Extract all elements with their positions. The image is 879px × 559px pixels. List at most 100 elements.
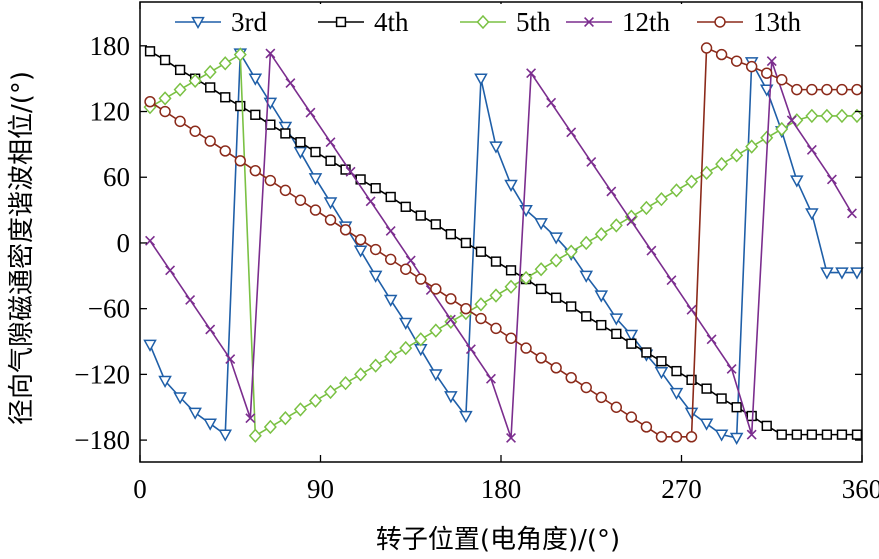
series-12th-point — [786, 115, 797, 126]
series-13th-point — [535, 352, 547, 364]
series-5th-point — [745, 139, 759, 154]
series-4th-point — [535, 283, 547, 295]
series-13th-point — [745, 60, 758, 73]
series-4th-point — [490, 256, 502, 267]
y-tick-label: 0 — [117, 228, 131, 258]
series-4th-point — [791, 429, 802, 440]
series-13th-point — [384, 253, 397, 266]
series-4th-point — [716, 393, 727, 404]
series-13th-point — [730, 55, 743, 67]
series-13th-point — [806, 83, 818, 96]
series-12th-point — [506, 432, 516, 443]
series-13th-point — [520, 342, 532, 354]
series-3rd-point — [654, 367, 669, 380]
series-13th-point — [294, 194, 307, 206]
series-13th-point — [174, 115, 186, 128]
series-5th-point — [685, 174, 699, 189]
series-5th-point — [639, 200, 653, 216]
series-3rd-point — [669, 387, 684, 401]
series-13th-point — [625, 411, 638, 423]
series-13th-point — [204, 135, 216, 147]
series-13th-point — [776, 74, 788, 86]
series-3rd-point — [534, 218, 548, 231]
series-13th-point — [264, 174, 277, 187]
series-3rd-point — [609, 313, 624, 326]
series-13th-point — [234, 155, 246, 167]
series-4th-point — [310, 146, 321, 158]
series-4th-point — [460, 237, 472, 249]
series-3rd-point — [293, 146, 308, 160]
series-12th-point — [405, 255, 416, 266]
series-13th-line — [149, 46, 857, 438]
series-13th-point — [219, 145, 231, 157]
series-5th-point — [429, 323, 443, 338]
series-12th-point — [766, 56, 777, 67]
series-12th-point — [205, 324, 216, 335]
series-13th-point — [324, 214, 337, 226]
series-4th-point — [776, 429, 787, 440]
series-5th-point — [805, 108, 819, 124]
series-4th-point — [205, 82, 216, 93]
series-13th-point — [144, 95, 156, 108]
series-12th-point — [666, 275, 677, 286]
series-3rd-point — [383, 294, 398, 307]
series-5th-point — [504, 279, 518, 294]
series-4th-point — [836, 429, 848, 440]
y-axis-title: 径向气隙磁通密度谐波相位/(°) — [7, 71, 37, 425]
series-4th-point — [596, 319, 607, 331]
series-5th-point — [654, 191, 668, 207]
series-5th-point — [474, 297, 488, 312]
series-4th-point — [475, 246, 487, 257]
series-4th-line — [149, 50, 857, 436]
series-3rd-point — [474, 73, 488, 86]
series-5th-point — [594, 227, 608, 242]
series-13th-point — [445, 293, 457, 305]
legend-5th-marker — [476, 14, 490, 30]
series-12th-point — [566, 127, 577, 138]
series-13th-point — [851, 83, 863, 96]
series-12th-point — [325, 137, 336, 148]
series-4th-point — [325, 155, 336, 166]
series-3rd-point — [444, 391, 458, 404]
series-13th-point — [836, 83, 848, 96]
series-3rd-point — [504, 179, 518, 192]
legend-12th-label: 12th — [622, 7, 671, 37]
legend-5th-label: 5th — [516, 7, 551, 37]
series-12th-point — [265, 48, 276, 59]
plot-area — [143, 42, 864, 445]
series-3rd-point — [579, 270, 594, 283]
series-3rd-point — [489, 141, 503, 154]
series-12th-point — [847, 208, 857, 219]
series-13th-point — [595, 391, 607, 404]
series-5th-point — [414, 332, 428, 347]
series-13th-point — [490, 322, 502, 335]
series-5th-point — [775, 121, 789, 137]
series-3rd-point — [429, 369, 443, 382]
series-12th-point — [486, 373, 496, 384]
series-13th-point — [475, 312, 487, 325]
series-5th-point — [399, 340, 413, 356]
series-4th-point — [235, 100, 246, 112]
y-tick-label: −60 — [88, 294, 130, 324]
series-12th-point — [806, 144, 817, 155]
series-3rd-point — [835, 267, 849, 280]
series-4th-point — [220, 92, 231, 103]
series-13th-point — [369, 243, 382, 256]
series-4th-point — [400, 201, 411, 212]
series-5th-point — [519, 270, 533, 286]
series-12th-point — [646, 245, 657, 256]
series-5th-point — [835, 108, 849, 124]
series-13th-point — [354, 233, 367, 246]
series-3rd-point — [323, 197, 338, 210]
series-3rd-point — [158, 375, 172, 388]
series-4th-point — [731, 402, 742, 413]
series-3rd-point — [173, 392, 187, 405]
y-tick-label: −120 — [74, 359, 130, 389]
series-3rd-point — [714, 429, 729, 442]
series-13th-point — [610, 401, 623, 413]
series-4th-point — [430, 219, 441, 230]
y-tick-label: 180 — [90, 31, 131, 61]
x-tick-label: 360 — [842, 474, 879, 504]
series-12th-point — [285, 78, 296, 89]
series-13th-point — [189, 125, 201, 137]
